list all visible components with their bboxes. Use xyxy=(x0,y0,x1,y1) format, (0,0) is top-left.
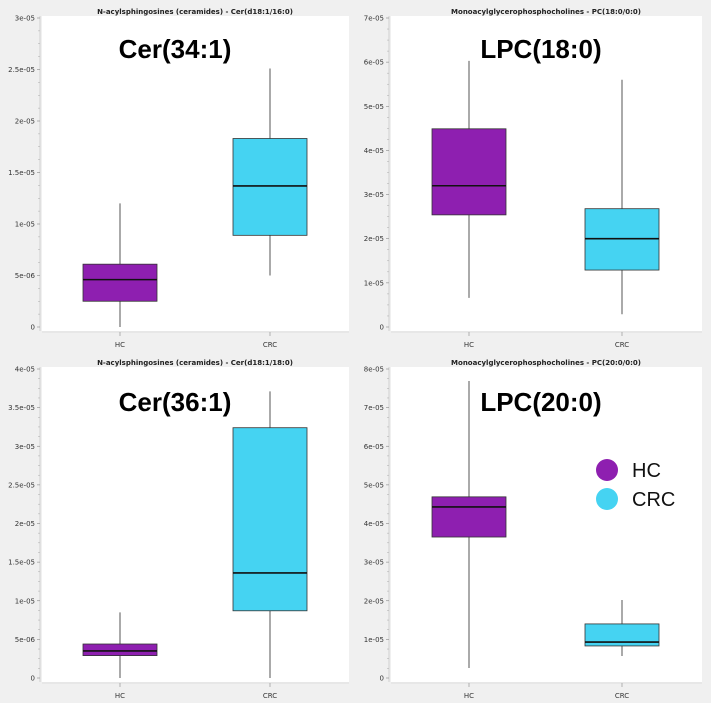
box-crc xyxy=(584,599,660,656)
iqr-box xyxy=(82,643,158,656)
x-tick-label: HC xyxy=(115,341,125,349)
iqr-box xyxy=(232,138,308,236)
y-tick-label: 3e-05 xyxy=(364,559,384,567)
iqr-box xyxy=(431,496,507,538)
y-tick-label: 1e-05 xyxy=(15,597,35,605)
x-tick-label: CRC xyxy=(615,692,629,700)
y-tick-label: 1.5e-05 xyxy=(8,169,35,177)
panel-title: N-acylsphingosines (ceramides) - Cer(d18… xyxy=(97,8,293,16)
y-tick-label: 0 xyxy=(380,675,384,683)
x-tick-label: HC xyxy=(115,692,125,700)
y-tick-label: 5e-05 xyxy=(364,481,384,489)
y-tick-label: 7e-05 xyxy=(364,15,384,23)
y-tick-label: 3e-05 xyxy=(15,15,35,23)
iqr-box xyxy=(232,427,308,612)
y-tick-label: 2.5e-05 xyxy=(8,481,35,489)
iqr-box xyxy=(431,128,507,216)
y-tick-label: 2e-05 xyxy=(15,118,35,126)
y-tick-label: 0 xyxy=(31,675,35,683)
legend: HC CRC xyxy=(596,459,675,511)
y-tick-label: 1e-05 xyxy=(364,279,384,287)
y-tick-label: 5e-06 xyxy=(15,636,36,644)
y-tick-label: 1e-05 xyxy=(364,636,384,644)
y-tick-label: 3.5e-05 xyxy=(8,404,35,412)
iqr-box xyxy=(584,623,660,647)
box-crc xyxy=(584,79,660,315)
y-tick-label: 4e-05 xyxy=(364,520,384,528)
y-tick-label: 1e-05 xyxy=(15,221,35,229)
y-tick-label: 1.5e-05 xyxy=(8,559,35,567)
y-tick-label: 7e-05 xyxy=(364,404,384,412)
y-tick-label: 0 xyxy=(380,324,384,332)
legend-marker-hc xyxy=(596,459,618,481)
y-tick-label: 5e-05 xyxy=(364,103,384,111)
panel-title: Monoacylglycerophosphocholines - PC(20:0… xyxy=(451,359,641,367)
legend-marker-crc xyxy=(596,488,618,510)
panel-2: Monoacylglycerophosphocholines - PC(18:0… xyxy=(364,8,702,349)
y-tick-label: 4e-05 xyxy=(15,366,35,374)
x-tick-label: HC xyxy=(464,692,474,700)
box-crc xyxy=(232,68,308,276)
box-crc xyxy=(232,391,308,678)
lipid-annotation: Cer(36:1) xyxy=(119,387,232,417)
y-tick-label: 5e-06 xyxy=(15,272,36,280)
y-tick-label: 3e-05 xyxy=(15,443,35,451)
box-hc xyxy=(82,203,158,327)
y-tick-label: 2e-05 xyxy=(364,235,384,243)
panel-title: N-acylsphingosines (ceramides) - Cer(d18… xyxy=(97,359,293,367)
box-hc xyxy=(431,380,507,668)
legend-label: CRC xyxy=(632,489,675,511)
y-tick-label: 6e-05 xyxy=(364,59,384,67)
lipid-annotation: LPC(20:0) xyxy=(480,387,601,417)
lipid-annotation: Cer(34:1) xyxy=(119,34,232,64)
panel-1: N-acylsphingosines (ceramides) - Cer(d18… xyxy=(8,8,349,349)
panel-title: Monoacylglycerophosphocholines - PC(18:0… xyxy=(451,8,641,16)
lipid-annotation: LPC(18:0) xyxy=(480,34,601,64)
panel-4: Monoacylglycerophosphocholines - PC(20:0… xyxy=(364,359,702,700)
x-tick-label: HC xyxy=(464,341,474,349)
y-tick-label: 0 xyxy=(31,324,35,332)
y-tick-label: 2e-05 xyxy=(364,597,384,605)
y-tick-label: 6e-05 xyxy=(364,443,384,451)
iqr-box xyxy=(82,263,158,302)
x-tick-label: CRC xyxy=(263,341,277,349)
y-tick-label: 2e-05 xyxy=(15,520,35,528)
panel-3: N-acylsphingosines (ceramides) - Cer(d18… xyxy=(8,359,349,700)
y-tick-label: 4e-05 xyxy=(364,147,384,155)
legend-label: HC xyxy=(632,460,661,482)
box-hc xyxy=(82,612,158,678)
x-tick-label: CRC xyxy=(615,341,629,349)
box-hc xyxy=(431,60,507,298)
y-tick-label: 8e-05 xyxy=(364,366,384,374)
y-tick-label: 2.5e-05 xyxy=(8,66,35,74)
x-tick-label: CRC xyxy=(263,692,277,700)
y-tick-label: 3e-05 xyxy=(364,191,384,199)
